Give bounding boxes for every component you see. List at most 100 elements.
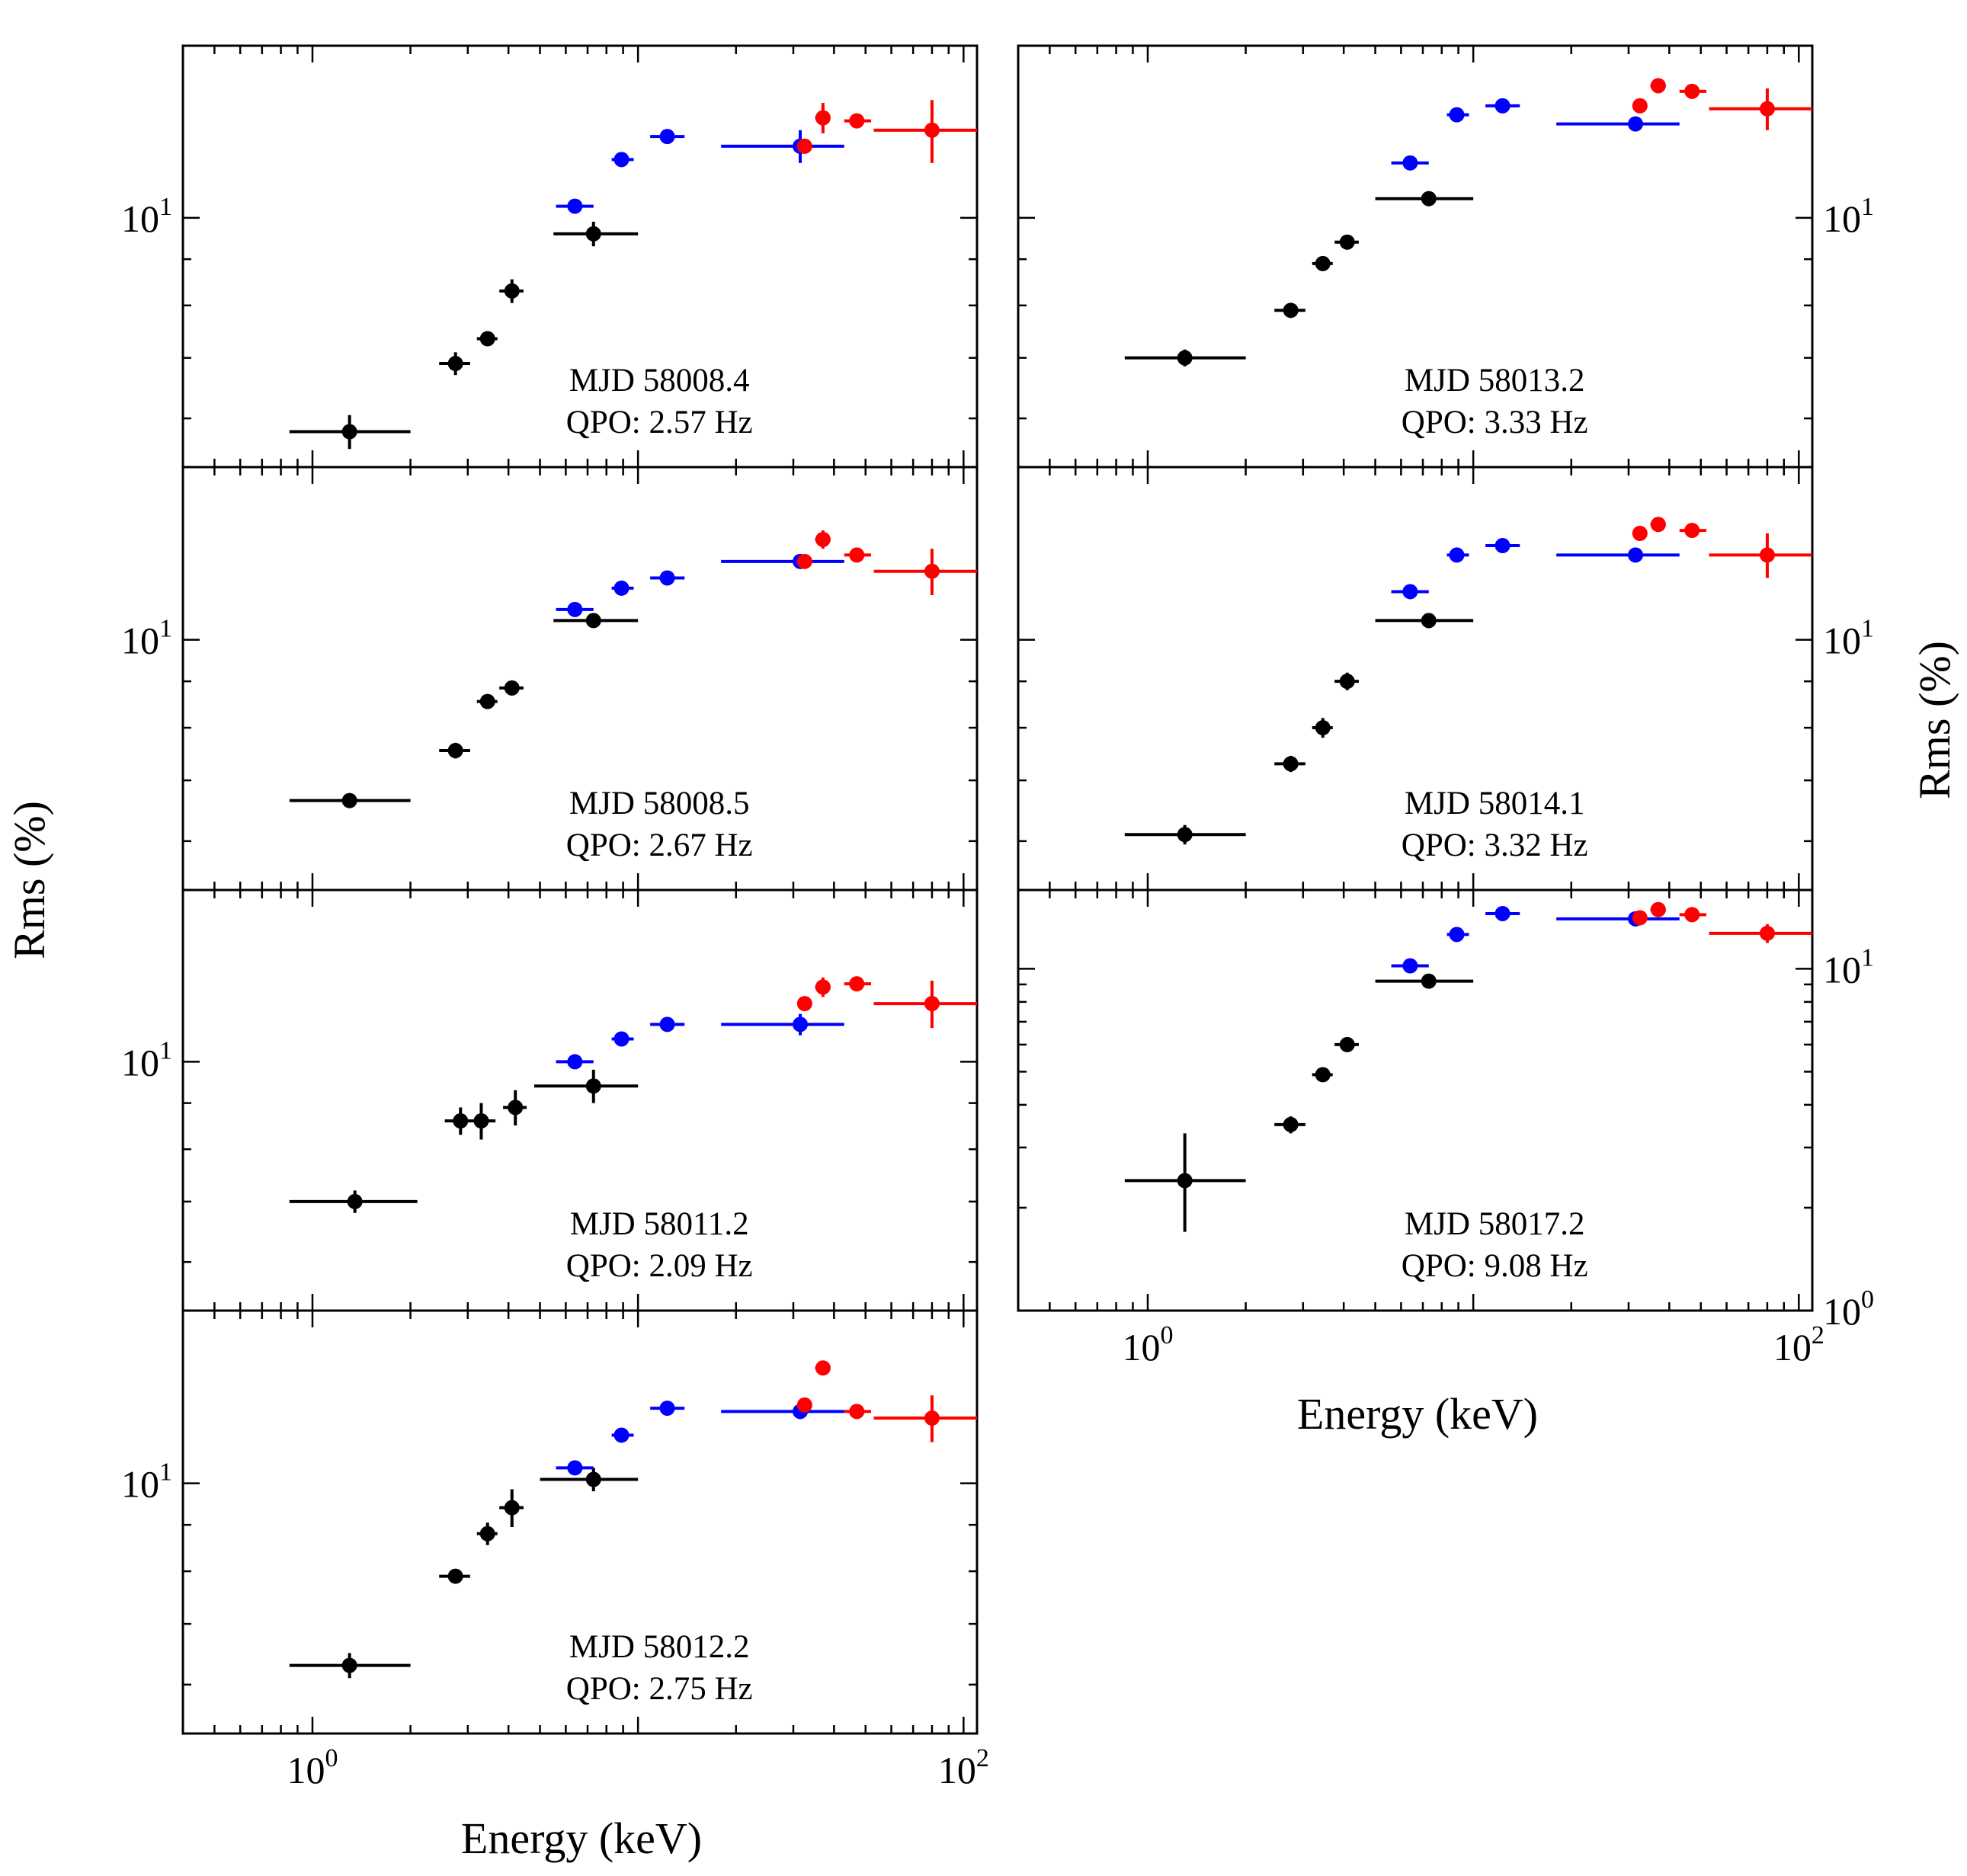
y-tick-label: 101 [1823,943,1874,991]
data-point [1485,538,1520,554]
point-marker [793,1016,809,1032]
point-marker [796,553,812,569]
point-marker [1421,613,1437,629]
point-marker [924,1410,940,1426]
point-marker [659,129,675,145]
point-marker [924,122,940,138]
point-marker [1283,1116,1299,1132]
data-point [873,980,977,1029]
x-tick-label: 100 [287,1744,338,1791]
data-point [1312,255,1333,271]
data-point [1650,517,1666,533]
series-blue [1391,98,1680,171]
series-red [796,976,977,1029]
panel-frame [181,1309,979,1735]
y-tick-label: 101 [121,1458,172,1506]
data-point [611,1031,634,1047]
point-marker [1632,526,1648,542]
data-point [796,138,812,154]
point-marker [347,1193,363,1209]
point-marker [1283,303,1299,319]
series-blue [556,1013,844,1070]
point-marker [1628,547,1644,563]
point-marker [1632,98,1648,114]
point-marker [567,601,583,617]
data-point [721,553,844,569]
annotation-mjd: MJD 58017.2 [1405,1206,1585,1242]
annotation-qpo: QPO: 2.67 Hz [566,828,753,863]
point-marker [1339,1036,1355,1052]
x-tick-label: 100 [1122,1321,1173,1369]
point-marker [815,531,831,547]
series-red [796,1360,977,1442]
data-point [650,129,685,145]
point-marker [1177,350,1193,366]
point-marker [508,1100,524,1116]
point-marker [1315,255,1331,271]
data-point [844,113,872,129]
series-black [1124,613,1474,845]
panel-right-1: 101 MJD 58014.1 QPO: 3.32 Hz [1017,466,1874,892]
point-marker [585,613,601,629]
data-point [873,549,977,596]
annotation-qpo: QPO: 3.32 Hz [1402,828,1588,863]
data-point [1679,83,1707,99]
panel-left-3: 101 100 102 MJD 58012.2 QPO: 2.75 Hz [121,1309,989,1791]
data-point [1274,755,1305,773]
series-red [796,530,977,596]
panel-left-1: 101 MJD 58008.5 QPO: 2.67 Hz [121,466,979,892]
data-point [1124,1133,1246,1232]
data-point [444,1107,475,1135]
y-tick-label: 101 [121,193,172,240]
point-marker [1684,83,1700,99]
point-marker [1177,827,1193,843]
point-marker [453,1113,469,1129]
data-point [1650,901,1666,917]
annotation-qpo: QPO: 2.57 Hz [566,405,753,440]
data-point [1556,547,1680,563]
point-marker [1684,907,1700,923]
point-marker [341,1657,357,1673]
data-point [1274,1116,1305,1134]
point-marker [504,1500,520,1516]
data-point [439,742,470,759]
data-point [289,792,411,808]
data-point [556,198,594,214]
data-point [815,977,831,997]
point-marker [341,424,357,440]
data-point [553,222,639,247]
point-marker [1177,1173,1193,1189]
panel-left-2: 101 MJD 58011.2 QPO: 2.09 Hz [121,888,979,1312]
panel-frame [1017,888,1814,1312]
point-marker [613,1427,630,1443]
point-marker [567,198,583,214]
point-marker [1421,973,1437,989]
data-point [1679,523,1707,539]
data-point [1556,116,1680,132]
point-marker [1650,517,1666,533]
data-point [721,130,844,163]
point-marker [849,1404,865,1420]
annotation-qpo: QPO: 2.09 Hz [566,1248,753,1284]
x-tick-label: 102 [1773,1321,1824,1369]
data-point [796,553,812,569]
data-point [611,152,634,168]
annotation-mjd: MJD 58008.5 [569,786,750,821]
data-point [1709,533,1812,578]
data-point [611,580,634,596]
point-marker [1628,116,1644,132]
data-point [1312,718,1333,738]
point-marker [1759,101,1775,117]
point-marker [479,693,495,709]
data-point [499,1489,524,1528]
data-point [1446,547,1469,563]
panels-layer: 101 MJD 58008.4 QPO: 2.57 Hz 101 MJD 58008.5… [121,44,1874,1791]
data-point [540,1468,639,1492]
point-marker [1650,78,1666,94]
data-point [721,1013,844,1036]
point-marker [1339,674,1355,690]
point-marker [1421,190,1437,206]
data-point [553,613,639,629]
data-point [1391,584,1429,600]
